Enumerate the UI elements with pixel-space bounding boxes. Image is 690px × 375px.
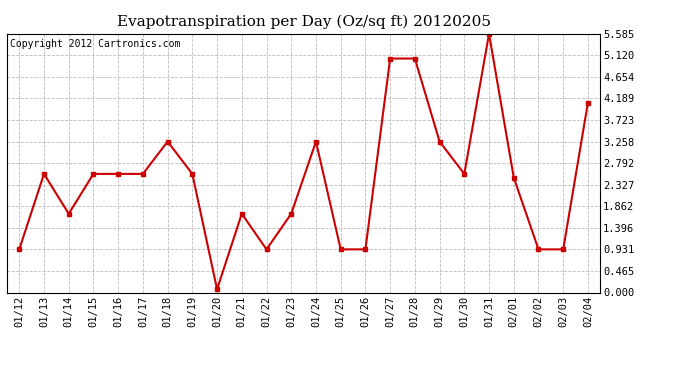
Text: Copyright 2012 Cartronics.com: Copyright 2012 Cartronics.com	[10, 39, 180, 49]
Text: Evapotranspiration per Day (Oz/sq ft) 20120205: Evapotranspiration per Day (Oz/sq ft) 20…	[117, 15, 491, 29]
